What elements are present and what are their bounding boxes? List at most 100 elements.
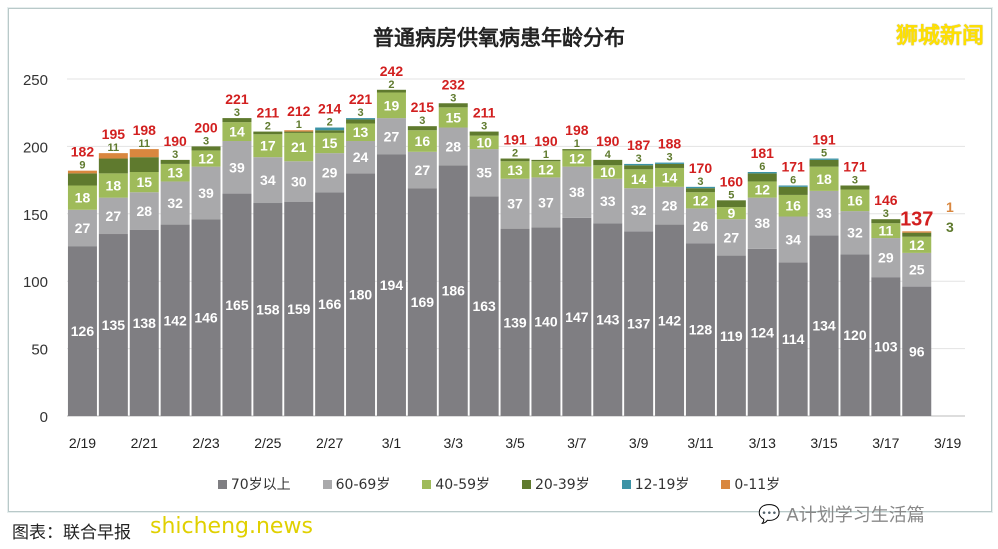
bar-segment — [315, 130, 345, 133]
segment-label: 142 — [658, 312, 682, 328]
segment-label: 32 — [167, 195, 183, 211]
segment-label: 180 — [349, 287, 373, 303]
legend-item: 70岁以上 — [217, 474, 291, 494]
segment-label: 37 — [538, 194, 554, 210]
total-label: 190 — [596, 133, 620, 149]
total-label: 170 — [689, 160, 713, 176]
x-tick-label: 3/9 — [629, 435, 649, 451]
segment-label: 169 — [411, 294, 435, 310]
legend-item: 40-59岁 — [422, 474, 490, 494]
bar-segment — [624, 163, 654, 166]
bar-segment — [747, 173, 777, 182]
y-tick-label: 0 — [40, 409, 48, 426]
x-tick-label: 2/27 — [316, 435, 343, 451]
segment-label: 21 — [291, 139, 307, 155]
bar-segment — [809, 159, 839, 167]
bar-segment — [840, 185, 870, 190]
segment-label: 18 — [75, 190, 91, 206]
legend-swatch — [721, 480, 731, 489]
segment-label: 27 — [724, 229, 740, 245]
bar-segment — [469, 135, 499, 150]
x-tick-label: 2/23 — [192, 435, 219, 451]
segment-label: 18 — [816, 171, 832, 187]
legend-label: 60-69岁 — [335, 477, 391, 493]
total-label: 191 — [503, 132, 527, 148]
total-label: 190 — [534, 133, 558, 149]
segment-label: 14 — [631, 171, 647, 187]
segment-label: 3 — [883, 208, 889, 220]
bar-segment — [716, 200, 746, 208]
bar-segment — [624, 231, 654, 416]
total-label: 137 — [900, 208, 933, 230]
segment-label: 3 — [234, 107, 240, 119]
x-tick-label: 2/21 — [131, 435, 158, 451]
total-label: 160 — [720, 173, 744, 189]
segment-label: 14 — [229, 124, 245, 140]
segment-label: 11 — [108, 142, 120, 154]
bar-segment — [376, 89, 406, 93]
bar-segment — [346, 123, 376, 142]
bar-segment — [407, 151, 437, 189]
bar-segment — [871, 223, 901, 239]
segment-label: 126 — [71, 323, 95, 339]
legend-item: 20-39岁 — [522, 474, 590, 494]
bar-segment — [376, 92, 406, 119]
legend-item: 60-69岁 — [322, 474, 391, 494]
x-tick-label: 2/25 — [254, 435, 281, 451]
legend-swatch — [522, 480, 532, 489]
total-label: 195 — [102, 126, 126, 142]
segment-label: 25 — [909, 262, 925, 278]
total-label: 187 — [627, 137, 651, 153]
segment-label: 28 — [445, 138, 461, 154]
legend-swatch — [217, 480, 227, 489]
credit-watermark: shicheng.news — [150, 514, 313, 539]
legend-label: 40-59岁 — [435, 477, 491, 493]
segment-label: 15 — [322, 135, 338, 151]
bar-segment — [315, 132, 345, 154]
segment-label: 159 — [287, 301, 311, 317]
bar-segment — [67, 173, 97, 186]
extra-label-0-11: 1 — [946, 199, 954, 215]
bar-segment — [253, 134, 283, 158]
bar-segment — [840, 254, 870, 416]
bar-segment — [531, 177, 561, 228]
bar-segment — [624, 169, 654, 189]
bar-segment — [655, 186, 685, 225]
bar-segment — [407, 188, 437, 416]
segment-label: 124 — [751, 324, 775, 340]
segment-label: 24 — [353, 149, 369, 165]
segment-label: 2 — [512, 148, 518, 160]
bar-segment — [747, 248, 777, 416]
segment-label: 3 — [481, 121, 487, 133]
legend-label: 20-39岁 — [535, 477, 590, 493]
bar-segment — [129, 157, 159, 173]
bar-segment — [438, 107, 468, 128]
segment-label: 19 — [384, 97, 400, 113]
bar-segment — [67, 170, 97, 174]
bar-segment — [222, 122, 252, 142]
bar-segment — [871, 219, 901, 224]
y-tick-label: 250 — [23, 72, 48, 89]
bar-segment — [129, 192, 159, 230]
bar-segment — [222, 193, 252, 416]
segment-label: 28 — [136, 203, 152, 219]
x-tick-label: 3/17 — [872, 435, 899, 451]
bar-segment — [716, 255, 746, 416]
bar-segment — [655, 224, 685, 416]
total-label: 211 — [257, 105, 280, 121]
total-label: 215 — [411, 99, 435, 115]
bar-segment — [376, 154, 406, 416]
segment-label: 1 — [543, 149, 549, 161]
bar-segment — [500, 161, 530, 179]
segment-label: 27 — [415, 162, 431, 178]
bar-segment — [160, 181, 190, 225]
segment-label: 10 — [600, 164, 616, 180]
bar-segment — [67, 209, 97, 247]
bar-segment — [284, 130, 314, 132]
segment-label: 5 — [728, 189, 734, 201]
bar-segment — [685, 243, 715, 416]
x-tick-label: 3/15 — [810, 435, 837, 451]
bar-segment — [685, 188, 715, 193]
legend-label: 12-19岁 — [634, 477, 690, 493]
bar-segment — [315, 127, 345, 131]
